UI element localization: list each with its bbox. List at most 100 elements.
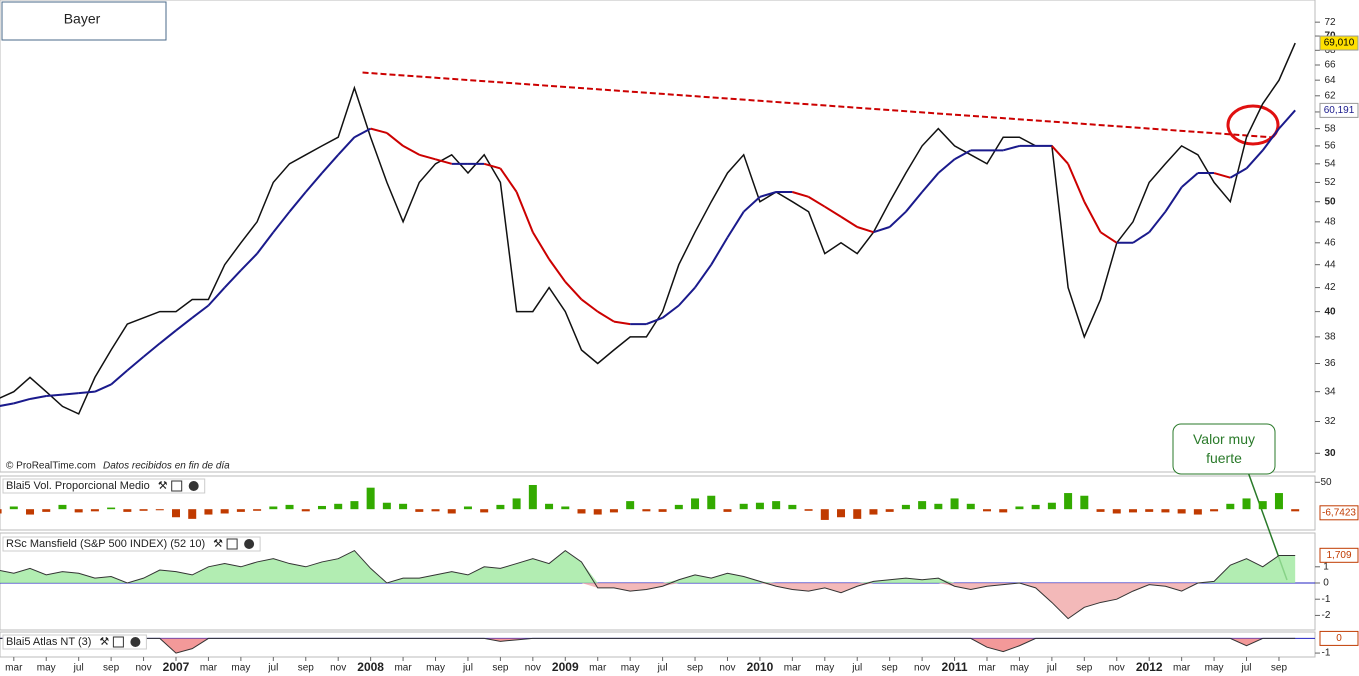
x-tick-label: 2010	[747, 660, 774, 674]
y-tick-label: 32	[1324, 416, 1336, 427]
legend-bg	[2, 634, 147, 650]
y-tick-label: 44	[1324, 259, 1336, 270]
x-tick-label: jul	[462, 663, 473, 674]
y-tick-label: 54	[1324, 158, 1336, 169]
value-tag	[1319, 630, 1359, 646]
y-tick-label: 40	[1324, 306, 1336, 317]
ma-segment	[531, 231, 550, 260]
ma-segment	[272, 211, 291, 233]
value-tag	[1319, 547, 1359, 563]
ma-segment	[207, 286, 226, 307]
ma-segment	[564, 281, 583, 301]
close-icon[interactable]	[244, 539, 255, 549]
y-tick-label: 56	[1324, 141, 1336, 152]
y-tick-label: -1	[1322, 594, 1331, 605]
bar	[1291, 509, 1300, 512]
title-box	[1, 1, 167, 41]
x-tick-label: sep	[298, 663, 315, 674]
bar	[366, 487, 375, 510]
ma-segment	[13, 397, 31, 405]
bar	[999, 509, 1008, 513]
y-tick-label: 36	[1324, 358, 1336, 369]
x-tick-label: mar	[784, 663, 802, 674]
ma-segment	[661, 304, 680, 319]
ma-segment	[759, 191, 777, 198]
settings-icon[interactable]: ⚒	[158, 480, 168, 492]
ma-segment	[1180, 172, 1199, 188]
bar	[512, 498, 521, 510]
settings-icon[interactable]: ⚒	[99, 636, 109, 648]
ma-segment	[726, 211, 745, 239]
ma-segment	[613, 320, 631, 326]
bar	[950, 498, 959, 510]
ma-segment	[1099, 231, 1118, 244]
source: © ProRealTime.com	[6, 461, 96, 472]
x-tick-label: may	[37, 663, 56, 674]
close-icon[interactable]	[130, 637, 141, 647]
ma-segment	[402, 145, 420, 156]
legend-bg	[2, 536, 261, 552]
x-tick-label: 2009	[552, 660, 579, 674]
x-tick-label: sep	[103, 663, 120, 674]
bar	[1015, 506, 1024, 510]
x-tick-label: 2007	[163, 660, 190, 674]
bar	[0, 509, 2, 514]
highlight-circle	[1226, 104, 1280, 146]
window-icon[interactable]	[171, 480, 183, 492]
ma-segment	[1067, 163, 1086, 203]
x-tick-label: sep	[882, 663, 899, 674]
bar	[1064, 493, 1073, 510]
ma-segment	[0, 402, 14, 407]
bar	[1145, 509, 1154, 512]
x-tick-label: may	[1205, 663, 1224, 674]
settings-icon[interactable]: ⚒	[213, 538, 223, 550]
ma-segment	[110, 369, 128, 386]
bar	[609, 509, 618, 513]
x-tick-label: jul	[267, 663, 278, 674]
ma-segment	[710, 236, 729, 266]
bar	[853, 509, 862, 519]
window-icon[interactable]	[112, 636, 124, 648]
ma-segment	[305, 172, 323, 193]
panel-legend: Blai5 Atlas NT (3)	[6, 636, 91, 648]
bar	[885, 509, 894, 512]
ma-segment	[78, 390, 95, 395]
value-tag-label: 69,010	[1324, 38, 1355, 49]
indicator-line	[0, 637, 1296, 654]
y-tick-label: 72	[1324, 17, 1336, 28]
bar	[674, 504, 683, 510]
bar	[1258, 501, 1267, 510]
bar	[220, 509, 229, 514]
x-tick-label: mar	[589, 663, 607, 674]
bar	[236, 509, 245, 512]
value-tag	[1319, 102, 1359, 118]
ma-segment	[1164, 186, 1183, 213]
window-icon[interactable]	[226, 538, 238, 550]
x-tick-label: jul	[1046, 663, 1057, 674]
ma-segment	[824, 205, 842, 218]
ma-segment	[337, 136, 356, 156]
indicator-line	[0, 549, 1296, 620]
bar	[204, 509, 213, 515]
bar	[658, 509, 667, 512]
x-tick-label: may	[621, 663, 640, 674]
x-tick-label: jul	[1241, 663, 1252, 674]
y-tick-label: 38	[1324, 332, 1336, 343]
x-tick-label: sep	[1271, 663, 1288, 674]
bar	[447, 509, 456, 514]
x-tick-label: mar	[394, 663, 412, 674]
y-tick-label: 0	[1323, 578, 1329, 589]
close-icon[interactable]	[188, 481, 199, 491]
y-tick-label: 58	[1324, 123, 1336, 134]
legend-bg	[2, 478, 206, 494]
bar	[350, 501, 359, 510]
bar	[26, 509, 35, 515]
bar	[1226, 503, 1235, 510]
area-positive	[0, 550, 1296, 583]
x-tick-label: may	[231, 663, 250, 674]
x-tick-label: nov	[719, 663, 735, 674]
ma-segment	[580, 298, 599, 313]
bar	[593, 509, 602, 515]
